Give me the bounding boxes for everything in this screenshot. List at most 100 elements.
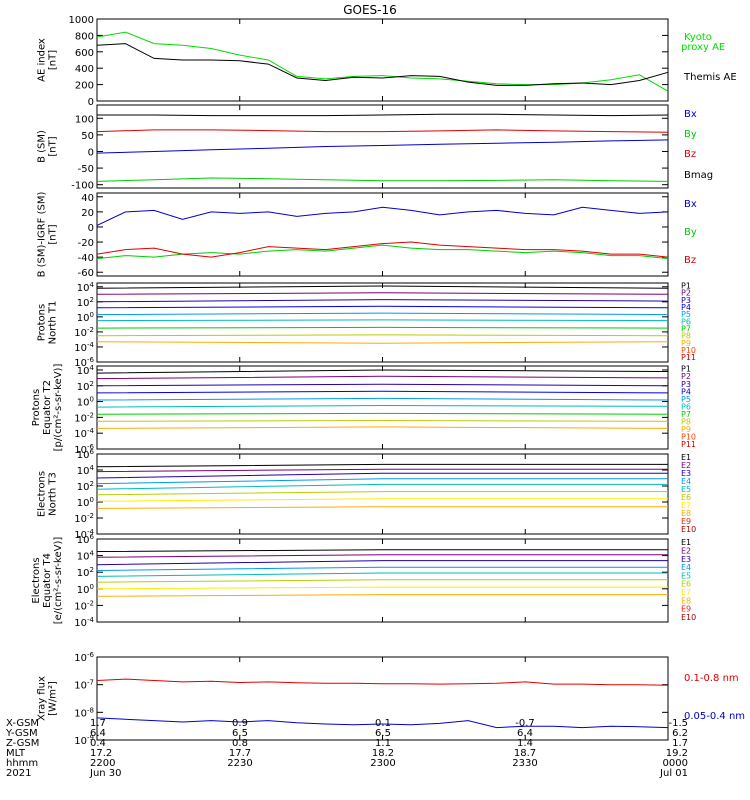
footer-row-label: 2021 bbox=[6, 768, 31, 779]
series-line bbox=[96, 483, 668, 490]
series-label: By bbox=[684, 129, 697, 140]
channel-legend-label: P7 bbox=[681, 324, 691, 333]
y-tick-label: -20 bbox=[78, 238, 94, 249]
y-tick-label: 10-2 bbox=[74, 411, 94, 424]
series-line bbox=[96, 412, 669, 415]
footer-cell: Jun 30 bbox=[89, 768, 122, 779]
footer-cell: 2300 bbox=[370, 758, 395, 769]
y-tick-label: 102 bbox=[77, 480, 94, 493]
channel-legend-label: E10 bbox=[681, 525, 696, 534]
y-tick-label: -100 bbox=[71, 181, 94, 192]
y-tick-label: -50 bbox=[78, 164, 94, 175]
series-line bbox=[96, 334, 669, 337]
channel-legend-label: P1 bbox=[681, 365, 691, 374]
y-tick-label: 10-8 bbox=[74, 706, 94, 719]
channel-legend-label: E1 bbox=[681, 453, 691, 462]
y-axis-label: Electrons bbox=[31, 557, 42, 603]
series-label: 0.1-0.8 nm bbox=[684, 673, 739, 684]
channel-legend-label: E9 bbox=[681, 605, 691, 614]
series-line bbox=[96, 594, 668, 597]
series-line bbox=[96, 31, 669, 92]
footer-cell: 18.2 bbox=[372, 748, 394, 759]
y-tick-label: 0 bbox=[88, 147, 94, 158]
y-tick-label: 10-4 bbox=[74, 341, 94, 354]
channel-legend-label: P2 bbox=[681, 372, 691, 381]
y-tick-label: 100 bbox=[77, 396, 94, 409]
series-line bbox=[96, 312, 669, 316]
y-axis-label: [nT] bbox=[48, 136, 59, 156]
series-line bbox=[96, 478, 668, 485]
series-line bbox=[96, 292, 669, 295]
series-line bbox=[96, 177, 669, 182]
channel-legend-label: E6 bbox=[681, 493, 691, 502]
series-line bbox=[96, 586, 668, 590]
series-label: Bmag bbox=[684, 170, 713, 181]
y-axis-label: North T3 bbox=[48, 472, 59, 516]
series-line bbox=[96, 369, 669, 374]
channel-legend-label: P11 bbox=[681, 353, 696, 362]
channel-legend-label: P7 bbox=[681, 410, 691, 419]
channel-legend-label: P5 bbox=[681, 310, 691, 319]
plot-title: GOES-16 bbox=[343, 3, 397, 17]
channel-legend-label: P8 bbox=[681, 332, 691, 341]
series-line bbox=[96, 498, 668, 502]
y-tick-label: 50 bbox=[81, 131, 94, 142]
channel-legend-label: E2 bbox=[681, 547, 691, 556]
series-line bbox=[96, 468, 668, 473]
y-tick-label: 10-6 bbox=[74, 356, 94, 369]
series-line bbox=[96, 341, 669, 344]
channel-legend-label: P10 bbox=[681, 346, 696, 355]
footer-cell: 6.5 bbox=[375, 728, 391, 739]
series-line bbox=[96, 566, 668, 571]
y-tick-label: 100 bbox=[77, 311, 94, 324]
y-axis-label: Electrons bbox=[37, 471, 48, 517]
series-line bbox=[96, 506, 668, 509]
y-axis-label: Protons bbox=[31, 389, 42, 426]
series-label: proxy AE bbox=[681, 42, 725, 53]
series-line bbox=[96, 285, 669, 289]
series-line bbox=[96, 419, 669, 422]
y-tick-label: 104 bbox=[77, 364, 95, 377]
footer-cell: 1.7 bbox=[90, 718, 106, 729]
y-tick-label: 10-9 bbox=[74, 734, 94, 747]
series-label: Themis AE bbox=[683, 72, 737, 83]
footer-cell: 0.9 bbox=[232, 718, 248, 729]
channel-legend-label: P11 bbox=[681, 440, 696, 449]
series-line bbox=[96, 463, 668, 468]
y-axis-label: B (SM) bbox=[37, 130, 48, 163]
y-tick-label: 0 bbox=[88, 223, 94, 234]
y-tick-label: 106 bbox=[77, 448, 95, 461]
channel-legend-label: E2 bbox=[681, 461, 691, 470]
series-line bbox=[96, 560, 668, 566]
y-tick-label: 104 bbox=[77, 550, 95, 563]
channel-legend-label: P3 bbox=[681, 380, 691, 389]
channel-legend-label: P3 bbox=[681, 296, 691, 305]
channel-legend-label: E3 bbox=[681, 469, 691, 478]
y-axis-label: [p/(cm²-s-sr-keV)] bbox=[53, 364, 64, 452]
series-line bbox=[96, 678, 669, 686]
y-tick-label: 10-4 bbox=[74, 427, 94, 440]
y-tick-label: 1000 bbox=[69, 15, 94, 26]
panel-frame bbox=[96, 282, 669, 363]
channel-legend-label: E8 bbox=[681, 509, 691, 518]
y-tick-label: 102 bbox=[77, 380, 94, 393]
y-tick-label: 20 bbox=[81, 208, 94, 219]
y-tick-label: 100 bbox=[75, 114, 94, 125]
panel-frame bbox=[96, 104, 669, 189]
y-tick-label: 10-4 bbox=[74, 616, 94, 629]
series-line bbox=[96, 326, 669, 329]
footer-cell: 1.1 bbox=[375, 738, 391, 749]
channel-legend-label: P10 bbox=[681, 433, 696, 442]
footer-cell: 0.4 bbox=[90, 738, 106, 749]
series-label: By bbox=[684, 227, 697, 238]
y-tick-label: 10-2 bbox=[74, 326, 94, 339]
footer-cell: -1.5 bbox=[668, 718, 688, 729]
channel-legend-label: P5 bbox=[681, 395, 691, 404]
y-tick-label: 104 bbox=[77, 464, 95, 477]
series-line bbox=[96, 319, 669, 322]
footer-cell: 2330 bbox=[512, 758, 537, 769]
y-tick-label: 106 bbox=[77, 533, 95, 546]
y-tick-label: 10-2 bbox=[74, 512, 94, 525]
footer-cell: 6.2 bbox=[672, 728, 688, 739]
